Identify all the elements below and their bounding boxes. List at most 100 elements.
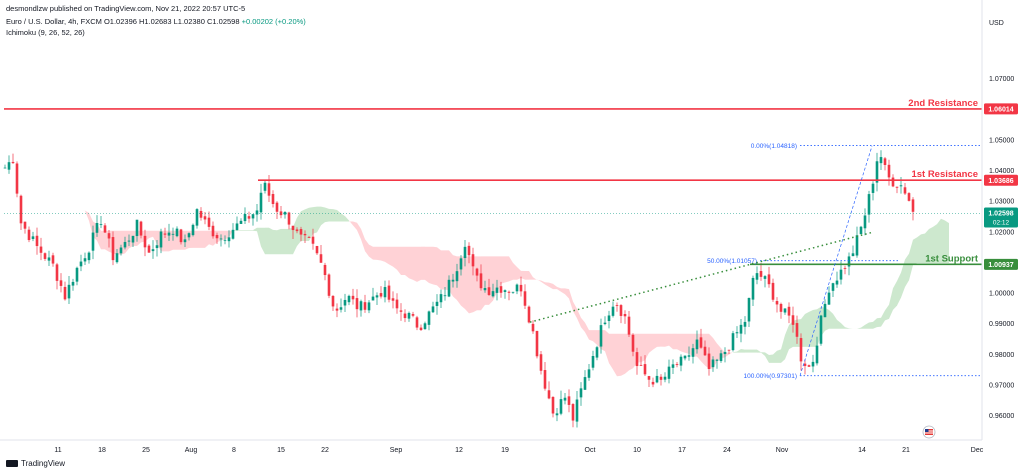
cloud-segment [657, 333, 661, 347]
x-tick-label: 19 [501, 447, 509, 454]
candle-body [255, 210, 259, 215]
level-label: 2nd Resistance [908, 98, 978, 109]
brand-label: TradingView [21, 459, 66, 468]
tradingview-brand[interactable]: TradingView [6, 459, 65, 468]
cloud-segment [393, 246, 397, 270]
candle-body [579, 388, 583, 398]
cloud-segment [893, 281, 897, 310]
candle-body [159, 231, 163, 248]
cloud-segment [221, 230, 225, 241]
candle-body [475, 268, 479, 276]
cloud-segment [845, 327, 849, 329]
candle-body [3, 167, 7, 169]
candle-body [911, 199, 915, 212]
candle-body [503, 290, 507, 292]
cloud-segment [805, 311, 809, 347]
cloud-segment [605, 330, 609, 364]
candle-body [843, 268, 847, 269]
cloud-segment [673, 333, 677, 350]
cloud-segment [497, 256, 501, 293]
time-axis[interactable]: 11 18 25 Aug 8 15 22 Sep 12 19 Oct 10 17 24 Nov 14 21 Dec [54, 447, 983, 454]
cloud-segment [865, 322, 869, 329]
indicator-legend[interactable]: Ichimoku (9, 26, 52, 26) [6, 28, 85, 37]
candle-body [247, 216, 251, 219]
cloud-segment [585, 322, 589, 340]
candle-body [771, 282, 775, 300]
y-tick-label: 0.98000 [989, 352, 1014, 359]
candle-body [559, 399, 563, 414]
cloud-segment [225, 230, 229, 240]
cloud-segment [913, 237, 917, 266]
candle-body [183, 239, 187, 243]
candle-body [655, 375, 659, 383]
x-tick-label: 24 [723, 447, 731, 454]
cloud-segment [441, 250, 445, 290]
x-tick-label: 18 [98, 447, 106, 454]
cloud-segment [533, 277, 537, 281]
candle-body [303, 233, 307, 236]
candle-body [111, 237, 115, 261]
candle-body [527, 306, 531, 323]
cloud-segment [789, 320, 793, 350]
cloud-segment [485, 256, 489, 305]
candle-body [51, 255, 55, 264]
cloud-segment [941, 218, 945, 264]
cloud-segment [469, 256, 473, 314]
cloud-segment [397, 246, 401, 275]
candle-body [119, 247, 123, 254]
y-tick-label: 1.02000 [989, 229, 1014, 236]
candle-body [167, 232, 171, 236]
cloud-segment [553, 283, 557, 290]
candle-body [411, 314, 415, 316]
candle-body [347, 295, 351, 303]
cloud-segment [245, 230, 249, 231]
cloud-segment [933, 224, 937, 264]
x-tick-label: 22 [321, 447, 329, 454]
cloud-segment [769, 354, 773, 363]
candle-body [43, 253, 47, 259]
candle-body [471, 254, 475, 267]
candle-body [875, 161, 879, 183]
cloud-segment [861, 324, 865, 329]
cloud-segment [361, 228, 365, 252]
cloud-segment [289, 227, 293, 255]
candle-body [243, 213, 247, 222]
candle-body [539, 354, 543, 371]
candle-body [7, 162, 11, 170]
candle-body [71, 281, 75, 286]
cloud-segment [589, 330, 593, 342]
x-tick-label: 25 [142, 447, 150, 454]
cloud-segment [381, 246, 385, 262]
candle-body [451, 279, 455, 282]
symbol-name[interactable]: Euro / U.S. Dollar, 4h, FXCM [6, 17, 102, 26]
cloud-segment [781, 335, 785, 363]
candle-body [715, 359, 719, 361]
candle-body [499, 286, 503, 293]
cloud-segment [945, 220, 949, 264]
candle-body [487, 287, 491, 295]
candle-body [271, 193, 275, 204]
candle-body [427, 311, 431, 325]
candle-body [151, 249, 155, 252]
candle-body [483, 288, 487, 291]
cloud-segment [649, 333, 653, 353]
candle-body [79, 261, 83, 267]
candle-body [795, 323, 799, 337]
candle-body [447, 279, 451, 297]
ichimoku-cloud [41, 164, 949, 377]
cloud-segment [901, 259, 905, 298]
level-price-text: 1.06014 [988, 107, 1013, 114]
candle-body [867, 194, 871, 215]
y-tick-label: 1.04000 [989, 168, 1014, 175]
candle-body [759, 271, 763, 277]
x-tick-label: 17 [678, 447, 686, 454]
cloud-segment [661, 333, 665, 347]
fib-trend-line [799, 145, 873, 376]
cloud-segment [465, 256, 469, 314]
cloud-segment [297, 211, 301, 247]
cloud-segment [685, 333, 689, 354]
candle-body [195, 209, 199, 226]
calendar-flag-icon[interactable] [922, 425, 936, 439]
candle-body [463, 246, 467, 259]
